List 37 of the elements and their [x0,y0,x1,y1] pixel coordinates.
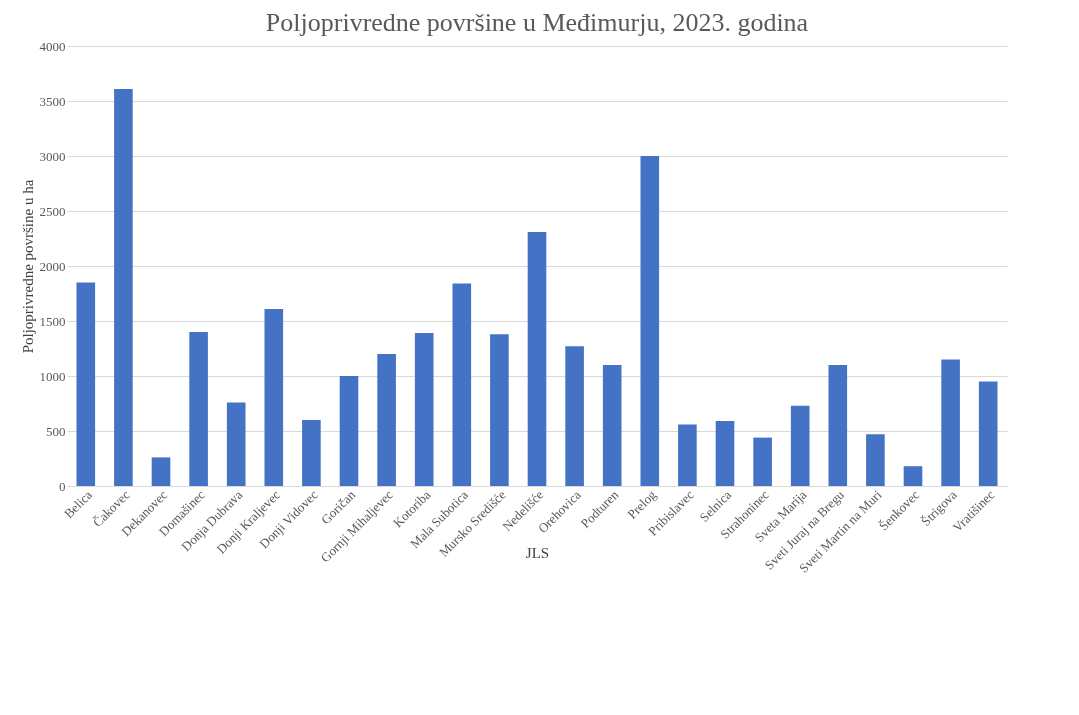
bar [978,381,998,486]
bar [377,354,396,486]
bar [715,421,735,486]
bar [414,333,434,486]
chart-title: Poljoprivredne površine u Međimurju, 2023. godina [265,8,809,37]
bar [941,359,960,486]
bar [264,308,284,486]
bar [527,231,547,486]
bar [76,282,96,486]
bar [790,405,810,486]
y-tick-label: 2500 [39,203,66,219]
bar [828,365,848,486]
bar [302,420,321,486]
y-tick-label: 3500 [39,93,66,109]
bar [452,283,472,486]
bar [189,332,208,486]
bar [114,88,133,486]
bar [753,437,772,486]
bar [339,376,359,486]
bar [565,346,584,486]
bar [226,402,246,486]
y-tick-label: 1500 [39,313,66,329]
bar [490,334,509,486]
y-tick-label: 0 [59,478,66,494]
bar [640,156,660,486]
y-tick-label: 500 [46,423,66,439]
y-tick-label: 4000 [39,38,66,54]
y-axis-title: Poljoprivredne površine u ha [19,179,36,354]
bar [903,466,923,486]
bar [151,457,171,486]
x-axis-title: JLS [525,544,550,561]
y-tick-label: 2000 [39,258,66,274]
y-tick-label: 1000 [39,368,66,384]
bar [866,434,885,486]
y-tick-label: 3000 [39,148,66,164]
bar [678,424,697,486]
bar [602,365,622,486]
